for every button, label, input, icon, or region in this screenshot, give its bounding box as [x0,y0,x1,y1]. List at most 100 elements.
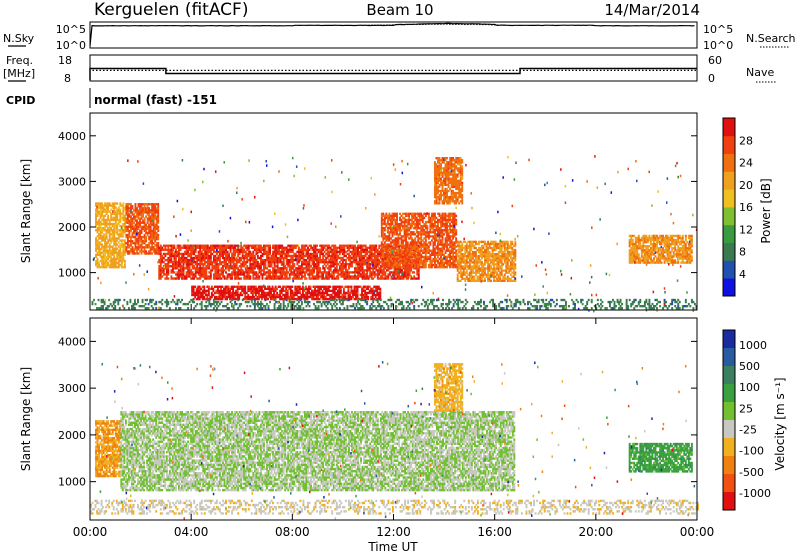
heatmap-cell [203,250,206,254]
frequency-panel: Freq. [MHz] 18 8 60 0 Nave [3,54,776,85]
heatmap-cell [341,275,344,278]
heatmap-cell [196,277,199,280]
heatmap-cell [413,275,416,278]
heatmap-cell [214,250,217,254]
heatmap-cell [296,267,299,270]
heatmap-cell [133,250,135,253]
heatmap-cell [114,247,117,250]
heatmap-cell [116,222,119,226]
heatmap-cell [278,244,281,247]
heatmap-cell [123,222,126,226]
heatmap-cell [335,277,338,280]
heatmap-cell [363,275,366,278]
heatmap-cell [134,209,137,212]
heatmap-cell [319,258,322,262]
heatmap-cell [159,265,162,268]
heatmap-cell [272,244,275,247]
heatmap-cell [232,254,235,258]
heatmap-cell [125,203,128,206]
heatmap-cell [182,244,185,247]
heatmap-cell [146,219,149,222]
heatmap-cell [358,273,361,276]
heatmap-cell [157,250,160,253]
heatmap-cell [126,221,129,224]
heatmap-cell [102,227,105,230]
heatmap-cell [203,263,206,266]
heatmap-cell [214,269,217,272]
heatmap-cell [262,269,265,272]
heatmap-cell [400,214,403,218]
heatmap-cell [104,241,107,244]
heatmap-cell [317,263,320,266]
heatmap-cell [178,250,180,254]
heatmap-cell [329,267,332,270]
heatmap-cell [369,244,372,247]
heatmap-cell [225,267,227,270]
heatmap-cell [273,265,276,268]
heatmap-cell [113,243,116,246]
heatmap-cell [446,222,449,226]
heatmap-cell [212,267,215,270]
heatmap-cell [220,277,223,280]
heatmap-cell [290,273,293,276]
heatmap-cell [269,265,271,268]
heatmap-cell [366,275,369,278]
heatmap-cell [361,248,364,252]
heatmap-cell [170,246,173,249]
heatmap-cell [241,263,244,266]
heatmap-cell [108,253,111,257]
heatmap-cell [237,269,240,272]
heatmap-cell [208,277,211,280]
heatmap-cell [113,229,116,232]
heatmap-cell [337,263,340,266]
heatmap-cell [137,213,140,216]
heatmap-cell [275,269,278,272]
heatmap-cell [311,256,314,260]
heatmap-cell [151,203,154,206]
heatmap-cell [240,246,243,249]
heatmap-cell [105,243,108,246]
heatmap-cell [149,209,152,212]
heatmap-cell [406,251,409,254]
heatmap-cell [113,224,116,228]
heatmap-cell [354,248,356,252]
heatmap-cell [234,246,237,249]
heatmap-cell [157,221,160,224]
heatmap-cell [200,263,203,266]
heatmap-cell [104,263,107,267]
heatmap-cell [113,202,116,205]
heatmap-cell [331,275,334,278]
heatmap-cell [99,265,102,269]
heatmap-cell [246,248,249,252]
heatmap-cell [199,269,202,272]
heatmap-cell [212,277,215,280]
heatmap-cell [208,248,211,252]
heatmap-cell [152,235,155,239]
heatmap-cell [300,248,303,252]
heatmap-cell [134,231,137,235]
heatmap-cell [95,202,97,205]
heatmap-cell [96,257,99,261]
heatmap-cell [349,254,352,258]
heatmap-cell [351,250,353,254]
heatmap-cell [267,254,270,258]
heatmap-cell [154,223,157,226]
heatmap-cell [111,263,114,267]
heatmap-cell [136,225,138,228]
heatmap-cell [96,261,99,265]
heatmap-cell [446,265,449,269]
heatmap-cell [363,271,366,274]
heatmap-cell [267,273,270,276]
heatmap-cell [360,258,363,262]
heatmap-cell [259,248,262,252]
heatmap-cell [117,245,120,248]
heatmap-cell [122,255,125,259]
heatmap-cell [222,244,224,247]
heatmap-cell [341,260,344,264]
heatmap-cell [367,267,370,270]
heatmap-cell [102,237,105,240]
heatmap-cell [101,210,104,213]
heatmap-cell [206,265,209,268]
heatmap-cell [288,277,291,280]
heatmap-cell [300,250,303,254]
